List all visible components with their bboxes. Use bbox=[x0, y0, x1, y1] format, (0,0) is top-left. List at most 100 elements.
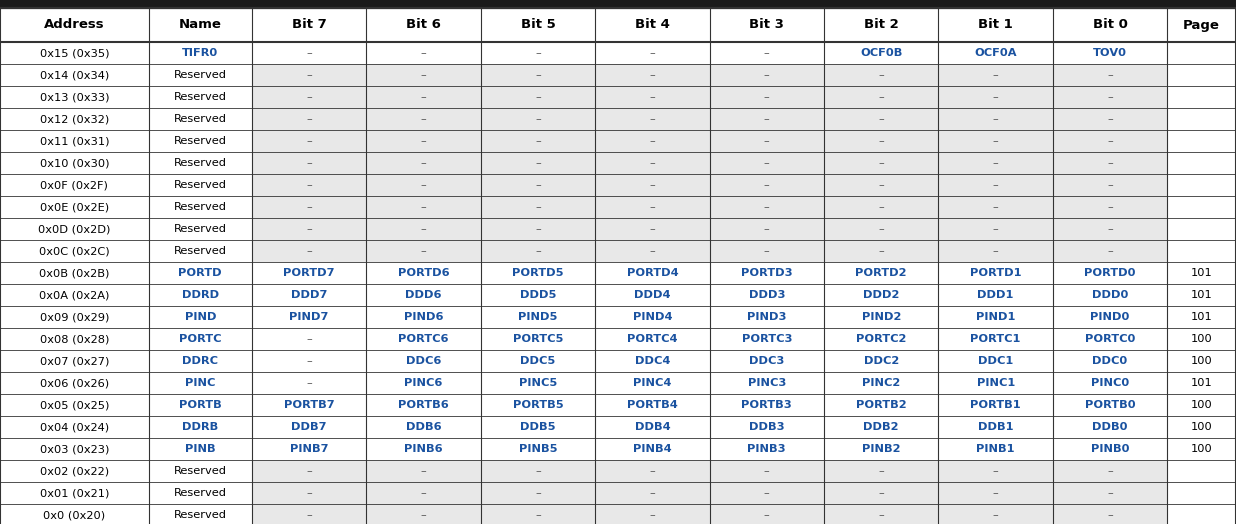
Bar bbox=[366, 152, 481, 174]
Text: 0x01 (0x21): 0x01 (0x21) bbox=[40, 488, 109, 498]
Bar bbox=[148, 262, 252, 284]
Text: 0x14 (0x34): 0x14 (0x34) bbox=[40, 70, 109, 80]
Bar bbox=[938, 64, 1053, 86]
Text: –: – bbox=[307, 158, 311, 168]
Bar bbox=[1053, 196, 1167, 218]
Text: PORTD4: PORTD4 bbox=[627, 268, 679, 278]
Bar bbox=[824, 86, 938, 108]
Text: –: – bbox=[535, 202, 541, 212]
Text: 0x12 (0x32): 0x12 (0x32) bbox=[40, 114, 109, 124]
Text: –: – bbox=[535, 180, 541, 190]
Text: 101: 101 bbox=[1190, 268, 1213, 278]
Bar bbox=[1167, 240, 1236, 262]
Text: –: – bbox=[993, 246, 999, 256]
Text: –: – bbox=[993, 136, 999, 146]
Text: 100: 100 bbox=[1190, 444, 1213, 454]
Bar bbox=[481, 438, 595, 460]
Bar bbox=[709, 130, 824, 152]
Text: –: – bbox=[649, 114, 655, 124]
Bar bbox=[824, 218, 938, 240]
Text: –: – bbox=[649, 136, 655, 146]
Bar bbox=[824, 504, 938, 524]
Text: DDD4: DDD4 bbox=[634, 290, 671, 300]
Bar bbox=[938, 438, 1053, 460]
Bar bbox=[709, 108, 824, 130]
Text: Reserved: Reserved bbox=[174, 202, 226, 212]
Bar bbox=[0, 174, 148, 196]
Text: PORTC: PORTC bbox=[179, 334, 221, 344]
Bar bbox=[824, 240, 938, 262]
Bar bbox=[252, 240, 366, 262]
Bar bbox=[0, 394, 148, 416]
Text: PIND0: PIND0 bbox=[1090, 312, 1130, 322]
Bar bbox=[709, 152, 824, 174]
Bar bbox=[824, 42, 938, 64]
Bar bbox=[148, 218, 252, 240]
Text: –: – bbox=[420, 246, 426, 256]
Bar bbox=[595, 64, 709, 86]
Bar bbox=[1053, 504, 1167, 524]
Text: –: – bbox=[420, 510, 426, 520]
Bar bbox=[0, 8, 1236, 42]
Text: Reserved: Reserved bbox=[174, 488, 226, 498]
Text: –: – bbox=[535, 224, 541, 234]
Bar bbox=[366, 130, 481, 152]
Bar bbox=[709, 416, 824, 438]
Bar bbox=[148, 438, 252, 460]
Text: PORTB: PORTB bbox=[179, 400, 221, 410]
Bar bbox=[595, 394, 709, 416]
Bar bbox=[1167, 460, 1236, 482]
Bar bbox=[0, 108, 148, 130]
Bar bbox=[366, 108, 481, 130]
Text: Reserved: Reserved bbox=[174, 70, 226, 80]
Text: –: – bbox=[764, 488, 770, 498]
Text: –: – bbox=[879, 92, 884, 102]
Bar bbox=[595, 350, 709, 372]
Text: DDC2: DDC2 bbox=[864, 356, 899, 366]
Bar bbox=[0, 64, 148, 86]
Text: PORTB6: PORTB6 bbox=[398, 400, 449, 410]
Bar bbox=[1167, 350, 1236, 372]
Bar bbox=[938, 328, 1053, 350]
Bar bbox=[366, 394, 481, 416]
Text: 0x10 (0x30): 0x10 (0x30) bbox=[40, 158, 109, 168]
Text: 0x0F (0x2F): 0x0F (0x2F) bbox=[41, 180, 109, 190]
Text: –: – bbox=[420, 48, 426, 58]
Bar bbox=[252, 438, 366, 460]
Text: Bit 2: Bit 2 bbox=[864, 18, 899, 31]
Text: –: – bbox=[307, 136, 311, 146]
Text: DDC3: DDC3 bbox=[749, 356, 785, 366]
Bar bbox=[1167, 438, 1236, 460]
Bar bbox=[1167, 64, 1236, 86]
Text: PORTB5: PORTB5 bbox=[513, 400, 564, 410]
Text: 0x03 (0x23): 0x03 (0x23) bbox=[40, 444, 109, 454]
Bar bbox=[938, 460, 1053, 482]
Bar bbox=[481, 108, 595, 130]
Bar bbox=[252, 372, 366, 394]
Text: 0x06 (0x26): 0x06 (0x26) bbox=[40, 378, 109, 388]
Text: –: – bbox=[879, 202, 884, 212]
Text: Bit 4: Bit 4 bbox=[635, 18, 670, 31]
Bar bbox=[595, 218, 709, 240]
Text: –: – bbox=[649, 92, 655, 102]
Text: Bit 5: Bit 5 bbox=[520, 18, 555, 31]
Bar bbox=[595, 438, 709, 460]
Bar bbox=[824, 152, 938, 174]
Bar bbox=[148, 416, 252, 438]
Text: DDD5: DDD5 bbox=[519, 290, 556, 300]
Bar bbox=[824, 130, 938, 152]
Bar bbox=[824, 174, 938, 196]
Bar bbox=[938, 152, 1053, 174]
Text: –: – bbox=[307, 246, 311, 256]
Bar bbox=[481, 504, 595, 524]
Text: –: – bbox=[764, 510, 770, 520]
Bar bbox=[824, 460, 938, 482]
Text: PINB1: PINB1 bbox=[976, 444, 1015, 454]
Bar bbox=[709, 174, 824, 196]
Text: –: – bbox=[993, 510, 999, 520]
Bar bbox=[148, 42, 252, 64]
Text: Reserved: Reserved bbox=[174, 136, 226, 146]
Bar bbox=[252, 174, 366, 196]
Text: PORTC6: PORTC6 bbox=[398, 334, 449, 344]
Text: PORTC3: PORTC3 bbox=[742, 334, 792, 344]
